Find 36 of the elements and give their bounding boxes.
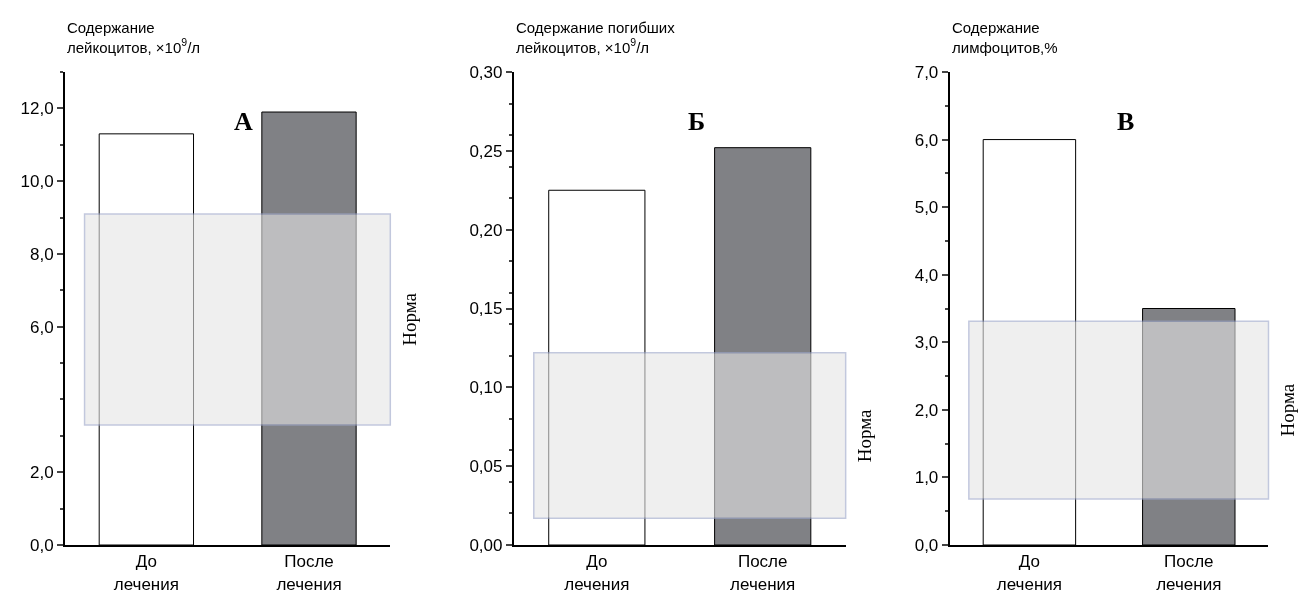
y-axis-title: Содержание лимфоцитов,%	[952, 19, 1058, 56]
y-tick-label: 0,0	[30, 535, 54, 555]
y-tick-label: 6,0	[914, 130, 939, 150]
y-tick-label: 6,0	[30, 317, 54, 337]
y-tick-label: 10,0	[20, 172, 54, 192]
text: В	[1117, 107, 1135, 136]
y-tick-label: 7,0	[914, 62, 939, 82]
y-tick-label: 0,20	[469, 220, 503, 240]
y-tick-label: 0,0	[914, 535, 939, 555]
y-tick-label: 0,30	[469, 62, 503, 82]
x-tick-label: После лечения	[1156, 552, 1222, 594]
y-tick-label: 5,0	[914, 198, 939, 218]
y-tick-label: 3,0	[914, 333, 939, 353]
y-tick-label: 0,00	[469, 535, 503, 555]
y-tick-label: 1,0	[914, 468, 939, 488]
y-tick-label: 0,25	[469, 141, 503, 161]
x-tick-label: До лечения	[996, 552, 1063, 594]
band-label: Норма	[398, 292, 420, 346]
y-axis-title: Содержание лейкоцитов, ×10$^{9}$/л	[67, 19, 201, 56]
y-tick-label: 2,0	[914, 400, 939, 420]
x-tick-label: После лечения	[730, 552, 796, 594]
y-tick-label: 0,10	[469, 378, 503, 398]
y-tick-label: 0,15	[469, 299, 503, 319]
band-label: Норма	[1277, 383, 1299, 437]
y-tick-label: 4,0	[914, 265, 939, 285]
x-tick-label: До лечения	[564, 552, 630, 594]
y-axis-title: Содержание погибших лейкоцитов, ×10$^{9}$/л	[516, 19, 676, 56]
text: Б	[688, 107, 706, 136]
y-tick-label: 12,0	[20, 99, 54, 119]
y-tick-label: 0,05	[469, 457, 503, 477]
y-tick-label: 2,0	[30, 463, 54, 483]
x-tick-label: После лечения	[276, 552, 342, 594]
x-tick-label: До лечения	[113, 552, 179, 594]
y-tick-label: 8,0	[30, 244, 54, 264]
band-label: Норма	[854, 408, 876, 463]
text: А	[234, 107, 253, 136]
